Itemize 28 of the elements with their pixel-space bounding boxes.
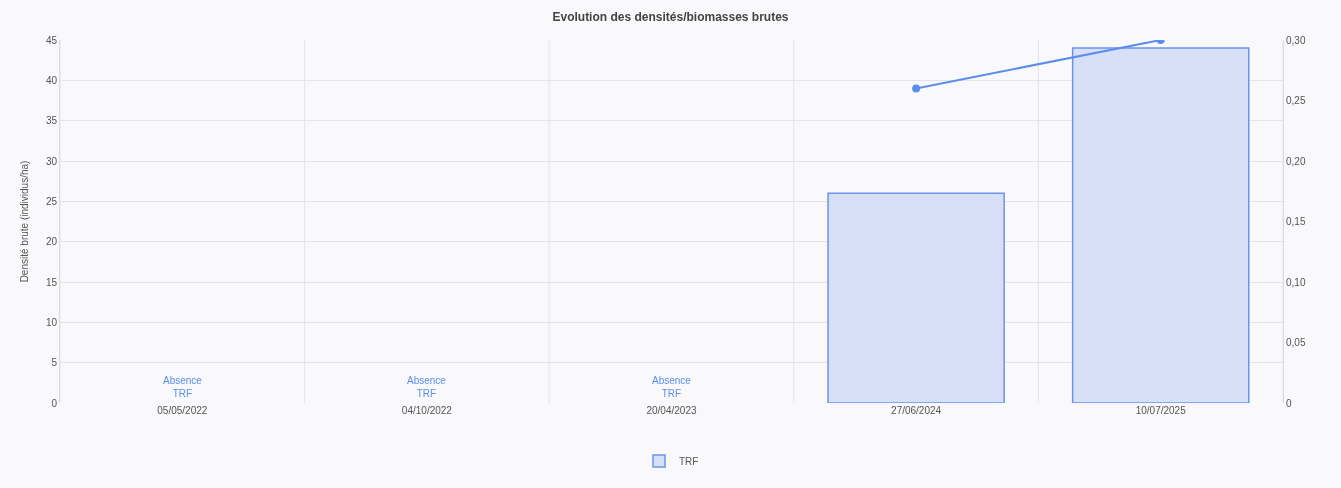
y-tick-label: 25 bbox=[45, 195, 58, 207]
y2-tick-label: 0,15 bbox=[1286, 216, 1306, 227]
annotation: Absence TRF bbox=[407, 375, 447, 399]
y-tick-label: 20 bbox=[45, 236, 58, 248]
x-tick-label: 05/05/2022 bbox=[157, 405, 208, 416]
y2-tick-label: 0,30 bbox=[1286, 34, 1306, 46]
x-tick-label: 04/10/2022 bbox=[401, 405, 453, 416]
y2-tick-label: 0,25 bbox=[1286, 95, 1306, 106]
x-tick-label: 27/06/2024 bbox=[891, 405, 942, 416]
chart-title: Evolution des densités/biomasses brutes bbox=[552, 9, 789, 24]
y-tick-label: 40 bbox=[45, 74, 58, 86]
annotation: Absence TRF bbox=[652, 375, 692, 399]
y-tick-label: 30 bbox=[45, 155, 58, 167]
y-tick-label: 5 bbox=[51, 357, 58, 369]
y-tick-label: 10 bbox=[45, 316, 58, 328]
y-tick-label: 35 bbox=[45, 115, 58, 127]
x-tick-label: 10/07/2025 bbox=[1135, 405, 1187, 416]
y2-tick-label: 0,05 bbox=[1286, 337, 1306, 348]
legend-label: TRF bbox=[679, 455, 699, 467]
x-tick-label: 20/04/2023 bbox=[646, 405, 697, 416]
y-tick-label: 0 bbox=[51, 397, 58, 409]
annotation: Absence TRF bbox=[163, 375, 203, 399]
y-tick-label: 45 bbox=[45, 34, 58, 46]
y2-tick-label: 0 bbox=[1286, 397, 1292, 409]
y-tick-label: 15 bbox=[45, 276, 58, 288]
y2-tick-label: 0,20 bbox=[1286, 155, 1306, 167]
y2-tick-label: 0,10 bbox=[1286, 276, 1306, 288]
y-axis-title: Densité brute (individus/ha) bbox=[18, 160, 30, 283]
